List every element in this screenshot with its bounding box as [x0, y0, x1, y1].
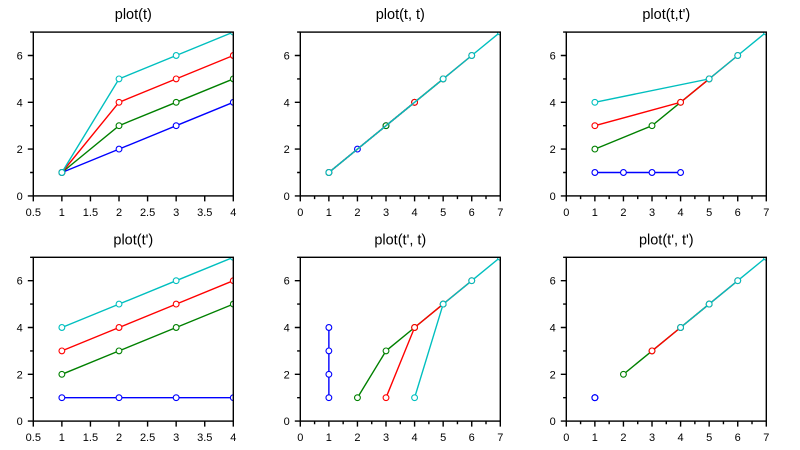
svg-text:4: 4 — [550, 97, 556, 109]
svg-text:5: 5 — [440, 432, 446, 444]
svg-text:6: 6 — [550, 51, 556, 63]
svg-text:4: 4 — [412, 207, 418, 219]
svg-text:3: 3 — [649, 432, 655, 444]
svg-text:2: 2 — [116, 207, 122, 219]
svg-text:0: 0 — [297, 432, 303, 444]
svg-text:2.5: 2.5 — [140, 207, 155, 219]
svg-text:2: 2 — [17, 144, 23, 156]
svg-text:1.5: 1.5 — [83, 207, 98, 219]
svg-text:2: 2 — [550, 144, 556, 156]
svg-text:0: 0 — [550, 191, 556, 203]
svg-text:6: 6 — [550, 276, 556, 288]
svg-text:6: 6 — [284, 51, 290, 63]
svg-text:4: 4 — [230, 432, 236, 444]
svg-text:2: 2 — [354, 207, 360, 219]
svg-text:4: 4 — [230, 207, 236, 219]
svg-text:7: 7 — [497, 207, 503, 219]
svg-text:2: 2 — [284, 369, 290, 381]
svg-text:2: 2 — [354, 432, 360, 444]
svg-text:4: 4 — [284, 323, 290, 335]
svg-text:6: 6 — [469, 432, 475, 444]
svg-text:0.5: 0.5 — [26, 207, 41, 219]
svg-text:1.5: 1.5 — [83, 432, 98, 444]
svg-text:1: 1 — [326, 432, 332, 444]
svg-text:2: 2 — [620, 207, 626, 219]
svg-text:3: 3 — [383, 207, 389, 219]
svg-text:plot(t'): plot(t') — [113, 232, 153, 248]
svg-text:2: 2 — [550, 369, 556, 381]
svg-text:7: 7 — [763, 207, 769, 219]
svg-text:3: 3 — [173, 432, 179, 444]
svg-text:4: 4 — [412, 432, 418, 444]
svg-text:3: 3 — [173, 207, 179, 219]
svg-text:5: 5 — [706, 207, 712, 219]
svg-text:0: 0 — [297, 207, 303, 219]
svg-text:7: 7 — [763, 432, 769, 444]
svg-text:6: 6 — [284, 276, 290, 288]
svg-text:plot(t', t): plot(t', t) — [374, 232, 426, 248]
svg-text:1: 1 — [59, 207, 65, 219]
svg-text:0.5: 0.5 — [26, 432, 41, 444]
svg-text:0: 0 — [563, 207, 569, 219]
svg-text:1: 1 — [59, 432, 65, 444]
svg-text:5: 5 — [706, 432, 712, 444]
svg-text:6: 6 — [469, 207, 475, 219]
svg-text:2.5: 2.5 — [140, 432, 155, 444]
svg-text:4: 4 — [678, 432, 684, 444]
svg-text:plot(t): plot(t) — [115, 7, 152, 23]
svg-text:plot(t,t'): plot(t,t') — [642, 7, 690, 23]
svg-text:0: 0 — [284, 191, 290, 203]
svg-text:2: 2 — [116, 432, 122, 444]
svg-text:2: 2 — [284, 144, 290, 156]
svg-text:4: 4 — [678, 207, 684, 219]
svg-text:0: 0 — [563, 432, 569, 444]
svg-text:4: 4 — [550, 323, 556, 335]
svg-text:0: 0 — [550, 416, 556, 428]
svg-text:6: 6 — [17, 51, 23, 63]
svg-text:6: 6 — [735, 432, 741, 444]
svg-text:plot(t, t): plot(t, t) — [376, 7, 425, 23]
svg-text:4: 4 — [17, 323, 23, 335]
svg-text:0: 0 — [284, 416, 290, 428]
svg-text:0: 0 — [17, 416, 23, 428]
svg-text:2: 2 — [620, 432, 626, 444]
svg-text:1: 1 — [592, 432, 598, 444]
svg-text:3: 3 — [649, 207, 655, 219]
svg-text:4: 4 — [17, 97, 23, 109]
svg-text:plot(t', t'): plot(t', t') — [639, 232, 694, 248]
svg-text:3: 3 — [383, 432, 389, 444]
svg-text:1: 1 — [326, 207, 332, 219]
svg-text:0: 0 — [17, 191, 23, 203]
svg-text:3.5: 3.5 — [197, 207, 212, 219]
svg-text:1: 1 — [592, 207, 598, 219]
svg-text:3.5: 3.5 — [197, 432, 212, 444]
svg-text:7: 7 — [497, 432, 503, 444]
svg-text:5: 5 — [440, 207, 446, 219]
svg-text:2: 2 — [17, 369, 23, 381]
svg-text:4: 4 — [284, 97, 290, 109]
svg-text:6: 6 — [17, 276, 23, 288]
svg-text:6: 6 — [735, 207, 741, 219]
